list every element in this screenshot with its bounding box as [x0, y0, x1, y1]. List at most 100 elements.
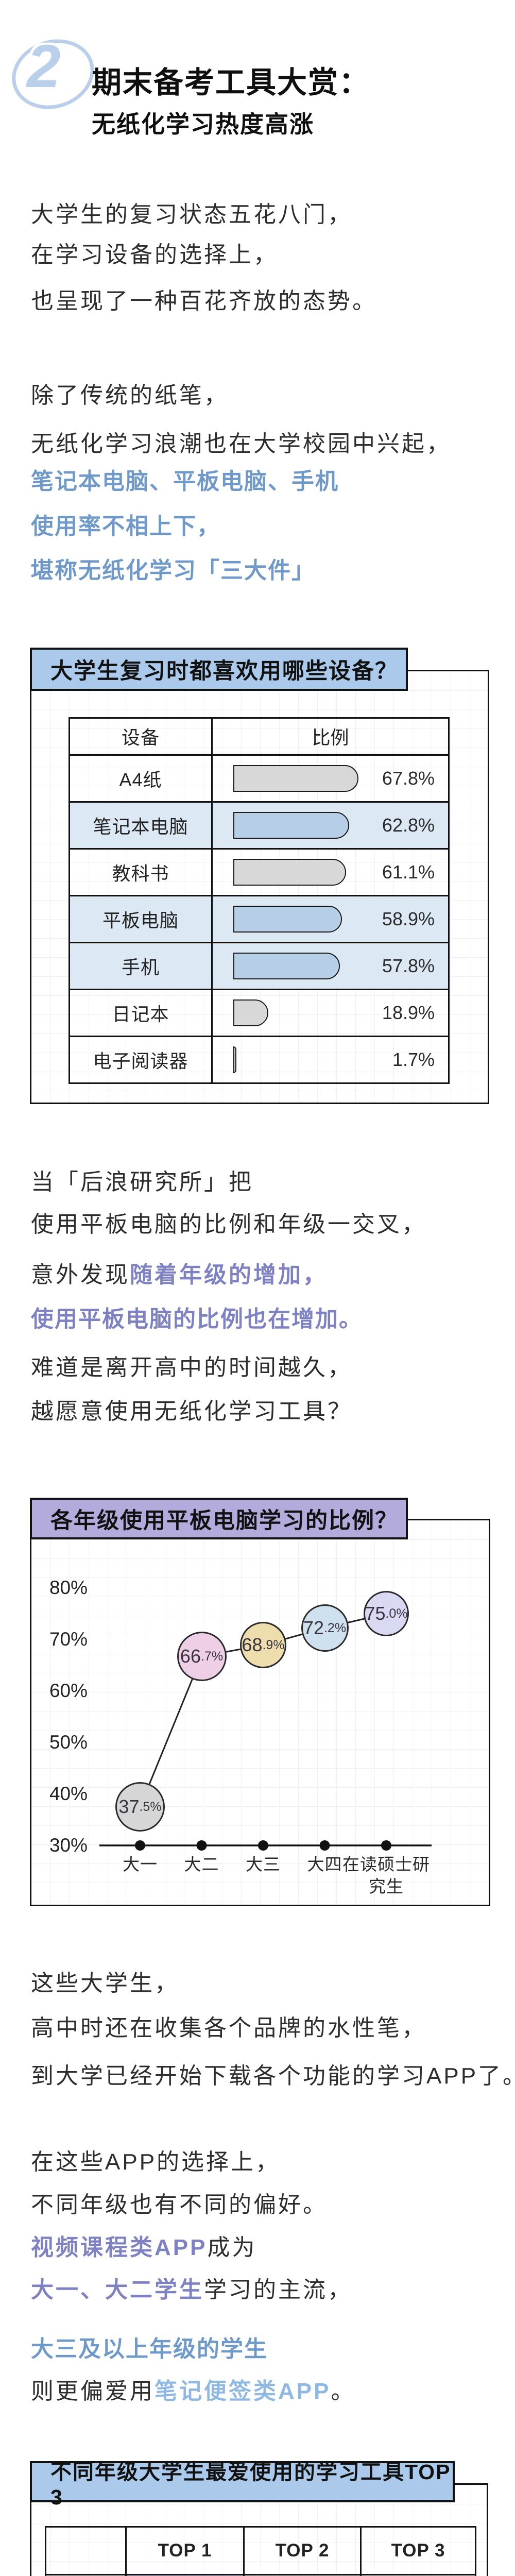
post-line-7: 大一、大二学生学习的主流，	[31, 2271, 352, 2304]
ratio-cell: 57.8%	[213, 943, 448, 989]
axis-dot	[196, 1840, 207, 1851]
devices-table-header-row: 设备 比例	[70, 719, 448, 754]
section-number: 2	[27, 32, 61, 100]
ratio-value: 18.9%	[382, 1002, 435, 1023]
axis-dot	[258, 1840, 268, 1851]
section2-card	[30, 1519, 490, 1906]
section3-title: 不同年级大学生最爱使用的学习工具TOP 3	[50, 2460, 451, 2509]
post-line-2: 高中时还在收集各个品牌的水性笔，	[31, 2015, 426, 2041]
device-label: 教科书	[70, 850, 213, 895]
intro-line-2: 在学习设备的选择上，	[31, 242, 278, 267]
mid-line-4: 使用平板电脑的比例也在增加。	[31, 1307, 363, 1332]
top1-col-header: TOP 1	[127, 2528, 245, 2574]
axis-dot	[135, 1840, 145, 1851]
highlight-line-three: 堪称无纸化学习「三大件」	[31, 558, 315, 583]
intro-line-1: 大学生的复习状态五花八门，	[31, 202, 352, 227]
bubble-value-int: 37	[118, 1796, 140, 1817]
post-line-4: 在这些APP的选择上，	[31, 2149, 281, 2175]
section1-title: 大学生复习时都喜欢用哪些设备？	[50, 659, 398, 684]
ratio-cell: 58.9%	[213, 896, 448, 942]
ratio-cell: 1.7%	[213, 1037, 448, 1082]
chart-bubble: 75.0%	[364, 1591, 409, 1636]
ratio-cell: 67.8%	[213, 756, 448, 801]
ratio-bar	[233, 999, 268, 1026]
ratio-value: 62.8%	[382, 815, 435, 836]
post-line-9-highlight: 笔记便签类APP	[154, 2379, 331, 2404]
highlight-line-devices: 笔记本电脑、平板电脑、手机	[31, 469, 339, 494]
post-line-9: 则更偏爱用笔记便签类APP。	[31, 2372, 355, 2405]
post-line-1: 这些大学生，	[31, 1971, 179, 1996]
ratio-cell: 62.8%	[213, 803, 448, 848]
post-line-3: 到大学已经开始下载各个功能的学习APP了。	[31, 2063, 515, 2089]
ratio-value: 1.7%	[392, 1049, 435, 1070]
table-row: 平板电脑 58.9%	[70, 895, 448, 942]
intro-line-4: 除了传统的纸笔，	[31, 383, 229, 408]
ratio-value: 58.9%	[382, 908, 435, 929]
bubble-value-int: 68	[242, 1634, 263, 1655]
ratio-col-header: 比例	[312, 727, 349, 748]
table-row: 手机 57.8%	[70, 942, 448, 989]
x-axis-category-label: 在读硕士研究生	[342, 1855, 430, 1896]
chart-bubble: 68.9%	[240, 1622, 286, 1668]
table-row: 教科书 61.1%	[70, 848, 448, 895]
device-label: 日记本	[70, 990, 213, 1036]
section2-title: 各年级使用平板电脑学习的比例？	[50, 1508, 398, 1533]
x-axis-category-label: 大二	[184, 1855, 219, 1874]
table-row: 笔记本电脑 62.8%	[70, 801, 448, 848]
bubble-value-dec: .7%	[200, 1649, 224, 1664]
devices-table: 设备 比例 A4纸 67.8% 笔记本电脑 62.8% 教科书 61.1%	[68, 717, 450, 1084]
device-label: 电子阅读器	[70, 1037, 213, 1082]
ratio-value: 67.8%	[382, 768, 435, 789]
y-axis-tick-label: 70%	[49, 1629, 88, 1650]
device-label: 平板电脑	[70, 896, 213, 942]
intro-line-3: 也呈现了一种百花齐放的态势。	[31, 289, 377, 314]
section2-title-box: 各年级使用平板电脑学习的比例？	[30, 1498, 408, 1539]
ratio-cell: 18.9%	[213, 990, 448, 1036]
top3-header-row: TOP 1 TOP 2 TOP 3	[46, 2528, 475, 2574]
bubble-value-dec: .0%	[385, 1606, 408, 1621]
top3-col-header: TOP 3	[391, 2540, 445, 2561]
mid-line-3: 意外发现随着年级的增加，	[31, 1256, 328, 1289]
top3-table: TOP 1 TOP 2 TOP 3 大一 视频课程类 笔记便签类 在线刷题类 大…	[45, 2526, 476, 2576]
axis-dot	[319, 1840, 330, 1851]
ratio-bar	[233, 1046, 237, 1073]
mid-line-3-highlight: 随着年级的增加，	[130, 1262, 328, 1287]
bubble-value-dec: .2%	[323, 1620, 347, 1635]
bubble-value-dec: .5%	[139, 1799, 162, 1814]
highlight-line-usage: 使用率不相上下，	[31, 514, 220, 539]
chart-bubble: 66.7%	[177, 1632, 227, 1681]
bubble-value-int: 75	[365, 1603, 386, 1624]
ratio-col-header-cell: 比例	[213, 719, 448, 754]
ratio-bar	[233, 906, 342, 933]
table-row: 大一 视频课程类 笔记便签类 在线刷题类	[46, 2574, 475, 2576]
intro-line-5: 无纸化学习浪潮也在大学校园中兴起，	[31, 431, 451, 456]
chart-canvas	[99, 1613, 432, 1851]
section3-title-box: 不同年级大学生最爱使用的学习工具TOP 3	[30, 2460, 455, 2509]
mid-line-6: 越愿意使用无纸化学习工具？	[31, 1399, 352, 1424]
device-label: 手机	[70, 943, 213, 989]
section1-title-box: 大学生复习时都喜欢用哪些设备？	[30, 648, 408, 691]
devices-col-header: 设备	[70, 719, 213, 754]
post-line-8: 大三及以上年级的学生	[31, 2336, 268, 2362]
bubble-value-dec: .9%	[262, 1637, 285, 1652]
y-axis-tick-label: 60%	[49, 1680, 88, 1701]
device-label: 笔记本电脑	[70, 803, 213, 848]
y-axis-tick-label: 80%	[49, 1577, 88, 1598]
x-axis-category-label: 大一	[123, 1855, 158, 1874]
page-subtitle: 无纸化学习热度高涨	[92, 111, 314, 138]
ratio-bar	[233, 859, 346, 886]
post-line-7-plain: 学习的主流，	[204, 2277, 352, 2302]
mid-line-1: 当「后浪研究所」把	[31, 1170, 253, 1195]
device-label: A4纸	[70, 756, 213, 801]
top3-corner-cell	[46, 2528, 127, 2574]
chart-bubble: 72.2%	[301, 1604, 349, 1652]
x-axis-category-label: 大四	[307, 1855, 342, 1874]
ratio-bar	[233, 953, 340, 979]
ratio-value: 61.1%	[382, 861, 435, 883]
bubble-value-int: 72	[303, 1617, 324, 1638]
post-line-6-highlight: 视频课程类APP	[31, 2235, 208, 2260]
table-row: A4纸 67.8%	[70, 754, 448, 801]
grade-tablet-chart: 80% 70% 60% 50% 40% 30% 37.5% 66.7% 68.9% 72.2% 75…	[30, 1519, 490, 1906]
y-axis-tick-label: 30%	[49, 1835, 88, 1856]
